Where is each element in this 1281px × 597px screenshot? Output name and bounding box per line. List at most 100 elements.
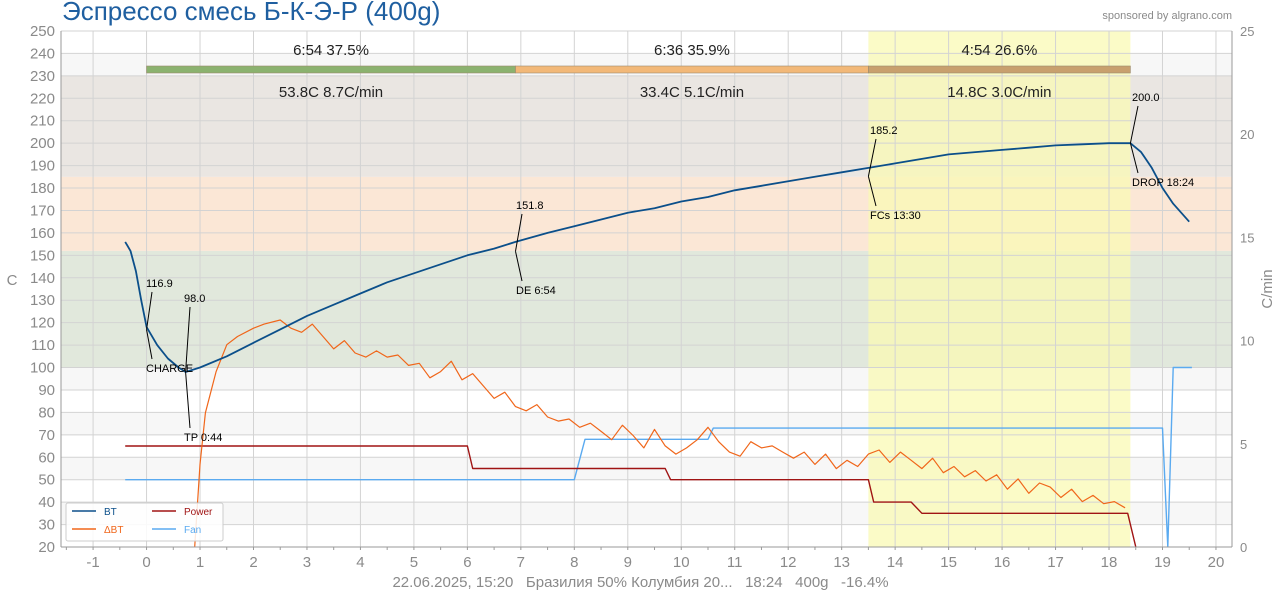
annotation-leader <box>515 251 523 282</box>
sponsor-text: sponsored by algrano.com <box>1102 10 1232 22</box>
annotation-leader <box>185 371 191 429</box>
annotation-layer: 116.9 CHARGE 98.0 TP 0:44 151.8 DE 6:54 185.2 F… <box>146 92 1194 444</box>
series-layer <box>124 142 1192 547</box>
y-tick-label: 90 <box>38 382 55 399</box>
phase-bar-2 <box>515 65 869 74</box>
y2-tick-label: 5 <box>1240 437 1247 452</box>
y-tick-label: 180 <box>30 180 55 197</box>
x-tick-label: 19 <box>1154 554 1171 571</box>
y-tick-label: 60 <box>38 449 55 466</box>
annotation-label: 98.0 <box>184 293 205 305</box>
annotation-label: DE 6:54 <box>516 285 556 297</box>
legend-label: Fan <box>184 525 201 536</box>
y-axis-label: C <box>7 272 18 289</box>
series-fan-line <box>125 366 1192 547</box>
annotation-label: 200.0 <box>1132 92 1160 104</box>
y-tick-label: 120 <box>30 315 55 332</box>
x-tick-label: 11 <box>727 554 743 571</box>
y-tick-label: 160 <box>30 225 55 242</box>
footer-time: 18:24 <box>745 574 783 591</box>
y-tick-label: 110 <box>31 337 55 354</box>
annotation-leader <box>146 291 153 330</box>
chart-title: Эспрессо смесь Б-К-Э-Р (400g) <box>62 0 441 26</box>
legend-label: Power <box>184 507 213 518</box>
annotation-leader <box>1129 143 1139 174</box>
x-tick-label: 0 <box>142 554 150 571</box>
y-tick-label: 40 <box>38 494 55 511</box>
axis-layer: 2030405060708090100110120130140150160170… <box>7 23 1276 571</box>
y-tick-label: 210 <box>30 113 55 130</box>
y-tick-label: 130 <box>30 292 55 309</box>
x-tick-label: 10 <box>673 554 690 571</box>
y-tick-label: 80 <box>38 404 55 421</box>
y-tick-label: 170 <box>30 202 55 219</box>
grid-layer <box>61 30 1232 548</box>
x-tick-label: 12 <box>780 554 797 571</box>
annotation-label: 116.9 <box>146 278 173 290</box>
x-tick-label: 2 <box>249 554 257 571</box>
x-tick-label: 17 <box>1047 554 1064 571</box>
annotation-leader <box>185 306 191 373</box>
phase-stats-2: 33.4C 5.1C/min <box>640 84 744 101</box>
phase-label-1: 6:54 37.5% <box>293 42 369 59</box>
y-tick-label: 230 <box>30 68 55 85</box>
legend-label: ΔBT <box>104 525 123 536</box>
legend: BT Power ΔBT Fan <box>65 502 224 542</box>
x-tick-label: 4 <box>356 554 364 571</box>
y-tick-label: 150 <box>30 247 55 264</box>
legend-label: BT <box>104 507 117 518</box>
y-tick-label: 100 <box>30 360 55 377</box>
annotation-leader <box>867 176 877 207</box>
legend-box <box>65 502 224 542</box>
x-tick-label: 15 <box>940 554 957 571</box>
y-tick-label: 250 <box>30 23 55 40</box>
y-tick-label: 220 <box>30 90 55 107</box>
y2-tick-label: 20 <box>1240 127 1254 142</box>
y2-tick-label: 15 <box>1240 230 1254 245</box>
x-tick-label: 8 <box>570 554 578 571</box>
phase-stats-3: 14.8C 3.0C/min <box>947 84 1051 101</box>
annotation-label: FCs 13:30 <box>870 210 921 222</box>
x-tick-label: 3 <box>303 554 311 571</box>
phase-stats-1: 53.8C 8.7C/min <box>279 84 383 101</box>
y2-axis-label: C/min <box>1259 269 1276 308</box>
x-tick-label: 13 <box>833 554 850 571</box>
background-layer <box>61 31 1232 547</box>
annotation-label: 185.2 <box>870 125 898 137</box>
development-region <box>868 31 1131 547</box>
annotation-leader <box>1129 105 1139 144</box>
x-tick-label: 6 <box>463 554 471 571</box>
x-tick-label: 14 <box>887 554 904 571</box>
y-tick-label: 190 <box>30 158 55 175</box>
x-tick-label: 9 <box>624 554 632 571</box>
x-tick-label: -1 <box>86 554 99 571</box>
phase-label-3: 4:54 26.6% <box>961 42 1037 59</box>
annotation-label: DROP 18:24 <box>1132 177 1194 189</box>
x-tick-label: 16 <box>994 554 1011 571</box>
y-tick-label: 140 <box>30 270 55 287</box>
y-tick-label: 70 <box>38 427 55 444</box>
annotation-label: 151.8 <box>516 200 544 212</box>
annotation-label: TP 0:44 <box>184 432 222 444</box>
y-tick-label: 20 <box>38 539 55 556</box>
phase-label-2: 6:36 35.9% <box>654 42 730 59</box>
y-tick-label: 240 <box>30 45 55 62</box>
annotation-label: CHARGE <box>146 363 193 375</box>
footer-beans: Бразилия 50% Колумбия 20... <box>525 574 733 591</box>
y2-tick-label: 10 <box>1240 334 1254 349</box>
footer-weight: 400g <box>795 574 829 591</box>
x-tick-label: 20 <box>1208 554 1225 571</box>
series-bt-line <box>124 142 1190 373</box>
footer-date: 22.06.2025, 15:20 <box>392 574 514 591</box>
footer-loss: -16.4% <box>841 574 889 591</box>
x-tick-label: 5 <box>410 554 418 571</box>
x-tick-label: 1 <box>196 554 204 571</box>
phase-bar-1 <box>146 65 516 74</box>
y2-tick-label: 25 <box>1240 24 1254 39</box>
series-power-line <box>125 445 1137 547</box>
annotation-leader <box>515 213 523 252</box>
y-tick-label: 200 <box>30 135 55 152</box>
phase-bar-3 <box>868 65 1131 74</box>
x-tick-label: 18 <box>1101 554 1118 571</box>
